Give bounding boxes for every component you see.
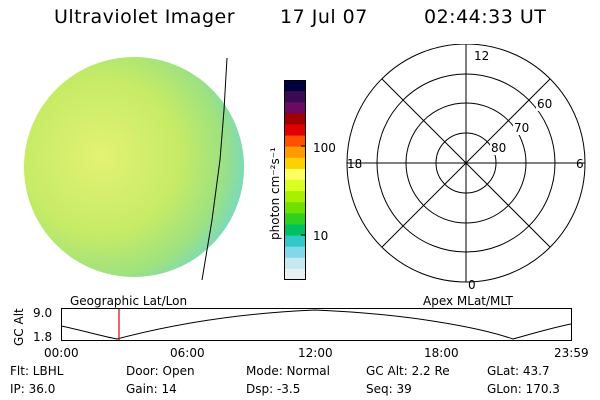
colorbar-segment xyxy=(284,91,306,103)
lat-label-80: 80 xyxy=(491,141,506,155)
terminator-line xyxy=(201,57,228,281)
x-tick-1800: 18:00 xyxy=(424,346,459,360)
colorbar-segment xyxy=(284,80,306,92)
status-gain: Gain: 14 xyxy=(126,382,177,396)
colorbar-segment xyxy=(284,246,306,259)
status-seq: Seq: 39 xyxy=(366,382,412,396)
colorbar-segment xyxy=(284,191,306,203)
date-label: 17 Jul 07 xyxy=(280,6,368,28)
colorbar-segment xyxy=(284,224,306,237)
colorbar-tick-100: 100 xyxy=(313,141,336,155)
uv-disk-image xyxy=(24,57,244,281)
altitude-plot-frame xyxy=(61,308,572,341)
altitude-y-tick-min: 1.8 xyxy=(33,330,53,344)
polar-plot: 12 18 6 0 60 70 80 xyxy=(346,44,586,292)
status-glat: GLat: 43.7 xyxy=(487,364,550,378)
x-tick-0600: 06:00 xyxy=(170,346,205,360)
status-door: Door: Open xyxy=(126,364,195,378)
status-filter: Flt: LBHL xyxy=(10,364,64,378)
status-ip: IP: 36.0 xyxy=(10,382,56,396)
x-tick-1200: 12:00 xyxy=(298,346,333,360)
colorbar-segment xyxy=(284,146,306,159)
status-mode: Mode: Normal xyxy=(246,364,330,378)
status-glon: GLon: 170.3 xyxy=(487,382,560,396)
colorbar-segment xyxy=(284,135,306,148)
time-label: 02:44:33 UT xyxy=(424,6,547,28)
colorbar-segment xyxy=(284,235,306,248)
lat-label-70: 70 xyxy=(514,121,529,135)
colorbar-segment xyxy=(284,257,306,270)
mlt-label-18: 18 xyxy=(347,157,362,171)
colorbar-segment xyxy=(284,124,306,137)
disk-noise xyxy=(24,57,244,277)
colorbar-segment xyxy=(284,268,306,280)
geographic-title: Geographic Lat/Lon xyxy=(70,294,188,308)
altitude-y-tick-max: 9.0 xyxy=(33,306,53,320)
polar-diagonal-2 xyxy=(381,78,551,248)
altitude-curve xyxy=(61,309,572,340)
colorbar-segment xyxy=(284,202,306,214)
altitude-y-label: GC Alt xyxy=(12,308,26,346)
colorbar-frame xyxy=(284,80,306,280)
altitude-plot xyxy=(61,308,572,341)
colorbar-segment xyxy=(284,213,306,225)
apex-title: Apex MLat/MLT xyxy=(423,294,513,308)
mlt-label-12: 12 xyxy=(474,49,489,63)
colorbar-segment xyxy=(284,180,306,192)
status-gc-alt: GC Alt: 2.2 Re xyxy=(366,364,450,378)
lat-label-60: 60 xyxy=(537,97,552,111)
instrument-title: Ultraviolet Imager xyxy=(54,6,236,28)
colorbar-segment xyxy=(284,102,306,114)
colorbar-tick-10: 10 xyxy=(313,229,329,243)
colorbar-unit-label: photon cm⁻²s⁻¹ xyxy=(268,147,282,240)
x-tick-2359: 23:59 xyxy=(554,346,589,360)
mlt-label-6: 6 xyxy=(576,157,584,171)
colorbar xyxy=(284,80,306,280)
colorbar-segment xyxy=(284,113,306,125)
status-dsp: Dsp: -3.5 xyxy=(246,382,301,396)
colorbar-segment xyxy=(284,168,306,181)
mlt-label-0: 0 xyxy=(468,278,476,292)
x-tick-0000: 00:00 xyxy=(44,346,79,360)
colorbar-segment xyxy=(284,157,306,170)
